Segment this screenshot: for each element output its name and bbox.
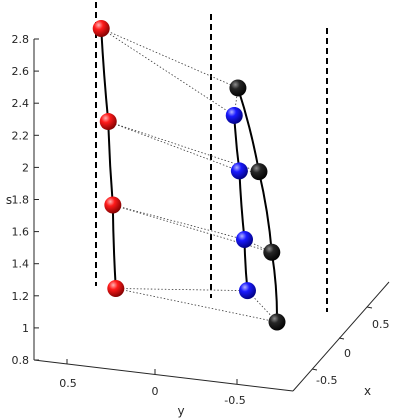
y-tick-label: 0	[152, 385, 159, 398]
z-tick-label: 2	[22, 161, 29, 174]
series-curve	[100, 28, 117, 289]
s-axis-ticks: 0.8 1 1.2 1.4 1.6 1.8 2 2.2 2.4 2.6 2.8	[12, 33, 39, 367]
dotted-connection	[100, 28, 235, 116]
z-tick-label: 0.8	[12, 354, 30, 367]
data-point-marker	[229, 79, 247, 97]
z-tick-label: 2.4	[12, 97, 30, 110]
series-markers	[92, 19, 286, 331]
z-tick-label: 1.2	[12, 290, 30, 303]
z-tick-label: 1.8	[12, 194, 30, 207]
y-axis-label: y	[177, 404, 184, 418]
x-tick-label: -0.5	[316, 374, 337, 387]
series-curve	[233, 115, 249, 291]
dotted-connection	[112, 204, 245, 240]
data-point-marker	[238, 282, 256, 300]
x-tick-mark	[366, 306, 373, 309]
z-tick-label: 1	[22, 322, 29, 335]
y-tick-label: -0.5	[224, 394, 245, 407]
y-tick-label: 0.5	[59, 377, 77, 390]
z-tick-label: 1.4	[12, 258, 30, 271]
dotted-connection	[108, 121, 240, 172]
data-point-marker	[230, 162, 248, 180]
dotted-connections	[100, 28, 278, 323]
dotted-connection	[115, 288, 248, 292]
series-curve	[236, 87, 279, 323]
y-axis-ticks: 0.5 0 -0.5	[59, 359, 246, 407]
x-tick-label: 0	[344, 347, 351, 360]
data-point-marker	[268, 313, 286, 331]
data-point-marker	[263, 243, 281, 261]
z-tick-label: 2.2	[12, 129, 30, 142]
y-axis-line	[33, 359, 294, 392]
dotted-connection	[115, 288, 278, 323]
x-tick-mark	[338, 337, 345, 340]
x-axis-line	[292, 281, 390, 392]
vertical-dashed-guides	[95, 2, 328, 312]
data-point-marker	[250, 163, 268, 181]
data-point-marker	[92, 19, 110, 37]
x-tick-label: 0.5	[372, 318, 390, 331]
data-point-marker	[107, 279, 125, 297]
z-tick-label: 1.6	[12, 226, 30, 239]
x-tick-mark	[311, 368, 318, 371]
data-point-marker	[99, 113, 117, 131]
data-point-marker	[225, 106, 243, 124]
series-curves	[100, 28, 279, 323]
data-point-marker	[236, 231, 254, 249]
z-tick-label: 2.8	[12, 33, 30, 46]
x-axis-ticks: -0.5 0 0.5	[311, 306, 390, 387]
dotted-connection	[101, 28, 239, 89]
z-tick-label: 2.6	[12, 65, 30, 78]
x-axis-label: x	[364, 384, 371, 398]
data-point-marker	[104, 196, 122, 214]
s-axis-label: s	[6, 193, 12, 207]
